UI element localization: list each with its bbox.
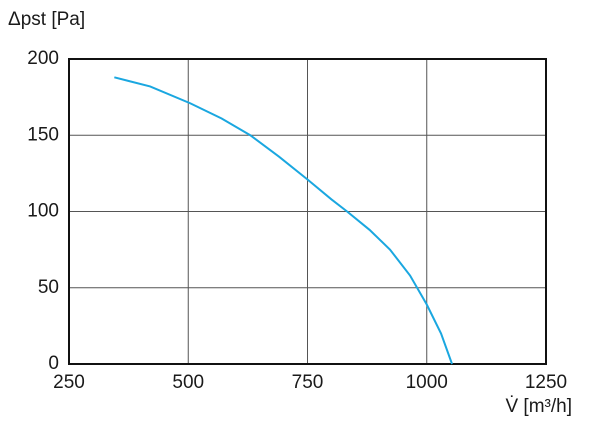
y-tick-label: 100 [27, 201, 59, 222]
y-tick-label: 150 [27, 124, 59, 145]
x-tick-label: 750 [292, 372, 324, 393]
curve [114, 76, 453, 365]
y-axis-label: Δpst [Pa] [8, 9, 85, 30]
x-axis-label: V̇ [m³/h] [505, 396, 572, 417]
x-tick-label: 500 [172, 372, 204, 393]
x-tick-label: 1250 [525, 372, 567, 393]
y-tick-label: 0 [48, 353, 59, 374]
y-tick-label: 200 [27, 48, 59, 69]
x-tick-label: 250 [53, 372, 85, 393]
y-tick-label: 50 [38, 277, 59, 298]
x-tick-label: 1000 [406, 372, 448, 393]
plot-frame [68, 58, 547, 365]
